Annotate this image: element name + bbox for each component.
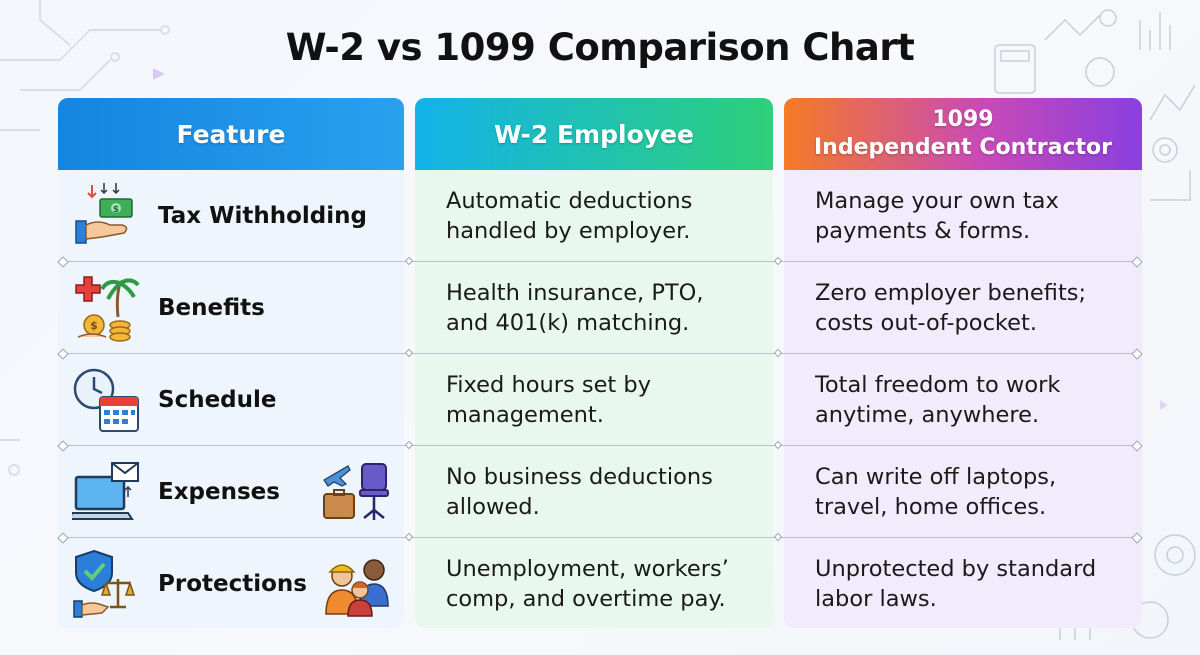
cell-text-line: labor laws. bbox=[815, 586, 937, 612]
cell-text-line: Unemployment, workers’ bbox=[446, 556, 729, 582]
hand-money-tax-icon: $ bbox=[72, 181, 142, 251]
row-divider bbox=[62, 532, 1138, 542]
cell-text-line: payments & forms. bbox=[815, 218, 1031, 244]
cell-text-line: No business deductions bbox=[446, 464, 713, 490]
feature-column: Feature $ Tax Withholding bbox=[58, 98, 404, 628]
page-title: W-2 vs 1099 Comparison Chart bbox=[285, 26, 915, 69]
feature-row-schedule: Schedule bbox=[58, 354, 404, 446]
contractor-cell-benefits: Zero employer benefits; costs out-of-pock… bbox=[784, 262, 1142, 354]
w2-employee-column: W-2 Employee Automatic deductions handled… bbox=[415, 98, 773, 628]
cell-text-line: costs out-of-pocket. bbox=[815, 310, 1037, 336]
feature-row-protections: Protections bbox=[58, 538, 404, 628]
w2-cell-protections: Unemployment, workers’ comp, and overtime… bbox=[415, 538, 773, 628]
w2-cell-benefits: Health insurance, PTO, and 401(k) matchin… bbox=[415, 262, 773, 354]
cell-text-line: allowed. bbox=[446, 494, 540, 520]
feature-row-expenses: Expenses bbox=[58, 446, 404, 538]
svg-text:$: $ bbox=[113, 205, 119, 215]
workers-group-icon bbox=[320, 550, 396, 620]
cell-text-line: comp, and overtime pay. bbox=[446, 586, 726, 612]
feature-row-benefits: $ Benefits bbox=[58, 262, 404, 354]
feature-label: Benefits bbox=[158, 295, 265, 321]
w2-cell-expenses: No business deductions allowed. bbox=[415, 446, 773, 538]
feature-label: Protections bbox=[158, 571, 307, 597]
feature-label: Tax Withholding bbox=[158, 203, 367, 229]
travel-office-chair-icon bbox=[320, 458, 396, 528]
feature-row-tax-withholding: $ Tax Withholding bbox=[58, 170, 404, 262]
cell-text-line: Manage your own tax bbox=[815, 188, 1059, 214]
contractor-column: 1099 Independent Contractor Manage your … bbox=[784, 98, 1142, 628]
row-divider bbox=[62, 348, 1138, 358]
laptop-mail-icon bbox=[68, 457, 142, 527]
cell-text-line: anytime, anywhere. bbox=[815, 402, 1040, 428]
cell-text-line: Can write off laptops, bbox=[815, 464, 1057, 490]
contractor-cell-expenses: Can write off laptops, travel, home offic… bbox=[784, 446, 1142, 538]
cell-text-line: Unprotected by standard bbox=[815, 556, 1097, 582]
cell-text-line: Automatic deductions bbox=[446, 188, 693, 214]
contractor-column-header: 1099 Independent Contractor bbox=[784, 98, 1142, 170]
cell-text-line: Health insurance, PTO, bbox=[446, 280, 704, 306]
contractor-cell-schedule: Total freedom to work anytime, anywhere. bbox=[784, 354, 1142, 446]
health-palm-coins-icon: $ bbox=[72, 273, 142, 343]
cell-text-line: Fixed hours set by bbox=[446, 372, 652, 398]
svg-text:$: $ bbox=[90, 319, 98, 332]
contractor-header-line1: 1099 bbox=[932, 107, 994, 132]
shield-scales-icon bbox=[72, 549, 142, 619]
feature-label: Expenses bbox=[158, 479, 280, 505]
clock-calendar-icon bbox=[72, 365, 142, 435]
w2-cell-schedule: Fixed hours set by management. bbox=[415, 354, 773, 446]
row-divider bbox=[62, 256, 1138, 266]
cell-text-line: and 401(k) matching. bbox=[446, 310, 690, 336]
cell-text-line: Total freedom to work bbox=[815, 372, 1061, 398]
contractor-cell-protections: Unprotected by standard labor laws. bbox=[784, 538, 1142, 628]
w2-column-header: W-2 Employee bbox=[415, 98, 773, 170]
cell-text-line: management. bbox=[446, 402, 604, 428]
cell-text-line: travel, home offices. bbox=[815, 494, 1047, 520]
row-divider bbox=[62, 440, 1138, 450]
feature-column-header: Feature bbox=[58, 98, 404, 170]
w2-cell-tax-withholding: Automatic deductions handled by employer. bbox=[415, 170, 773, 262]
feature-label: Schedule bbox=[158, 387, 277, 413]
cell-text-line: handled by employer. bbox=[446, 218, 691, 244]
contractor-cell-tax-withholding: Manage your own tax payments & forms. bbox=[784, 170, 1142, 262]
contractor-header-line2: Independent Contractor bbox=[813, 135, 1112, 160]
cell-text-line: Zero employer benefits; bbox=[815, 280, 1087, 306]
